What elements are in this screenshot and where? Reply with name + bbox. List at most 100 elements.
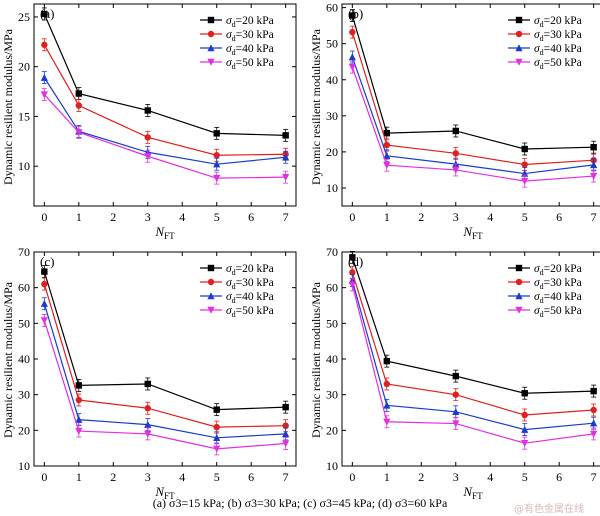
data-point [41,41,48,48]
data-point [144,153,152,161]
data-point [452,372,459,380]
y-tick-label: 30 [326,109,338,123]
x-tick-label: 3 [145,470,151,484]
legend-label: σd=50 kPa [226,57,274,71]
y-tick-label: 20 [326,145,338,159]
legend-entry: σd=40 kPa [200,291,274,305]
legend-label: σd=40 kPa [534,291,582,305]
data-point [521,439,529,447]
legend-entry: σd=40 kPa [508,43,582,57]
data-point [452,420,460,428]
x-axis-label: NFT [462,484,483,501]
x-tick-label: 7 [591,210,597,224]
y-tick-label: 60 [326,1,338,15]
series-4 [348,278,598,450]
data-point [144,107,151,114]
legend-label: σd=20 kPa [226,15,274,29]
data-point [590,144,597,151]
legend-label: σd=30 kPa [226,277,274,291]
legend-entry: σd=20 kPa [200,263,274,277]
figure-caption: (a) σ3=15 kPa; (b) σ3=30 kPa; (c) σ3=45 … [152,496,448,510]
panel-label: (c) [40,254,54,269]
plot-frame [33,3,297,207]
data-point [349,269,356,276]
data-point [590,387,597,395]
series-1 [41,265,289,417]
y-tick-label: 40 [326,73,338,87]
y-axis-label: Dynamic resilient modulus/MPa [309,28,323,185]
data-point [521,145,528,153]
legend-label: σd=40 kPa [226,291,274,305]
x-tick-label: 6 [248,210,254,224]
legend-label: σd=30 kPa [534,277,582,291]
data-point [75,129,83,137]
x-tick-label: 2 [110,470,116,484]
x-axis-label: NFT [154,484,175,501]
legend-entry: σd=30 kPa [508,277,582,291]
legend-marker [515,30,523,38]
legend-marker [207,292,215,300]
data-point [75,90,83,97]
data-point [75,382,83,389]
y-tick-label: 70 [326,245,338,259]
data-point [282,422,289,429]
x-tick-label: 2 [418,210,424,224]
y-tick-label: 20 [18,60,30,74]
series-1 [349,250,597,400]
x-tick-label: 5 [214,210,220,224]
x-tick-label: 2 [418,470,424,484]
data-point [452,150,459,157]
y-tick-label: 70 [18,245,30,259]
data-point [349,12,356,19]
data-point [75,427,83,435]
y-axis-label: Dynamic resilient modulus/MPa [1,28,15,185]
x-tick-label: 5 [522,210,528,224]
data-point [40,73,48,81]
panel-c: 0 1 2 3 4 5 6 7 10 20 30 40 50 60 70 Dynamic resilient … [1,245,297,501]
x-tick-label: 3 [453,470,459,484]
series-line [43,303,286,439]
x-tick-label: 6 [248,470,254,484]
x-tick-label: 4 [179,210,185,224]
x-axis-label: NFT [462,224,483,241]
data-point [41,10,48,18]
data-point [144,405,151,412]
legend-entry: σd=40 kPa [508,291,582,305]
data-point [521,411,528,419]
data-point [282,403,289,411]
data-point [452,166,460,174]
legend-entry: σd=20 kPa [508,15,582,29]
series-3 [40,71,290,171]
series-3 [40,297,290,445]
data-point [40,91,48,99]
data-point [521,177,529,185]
data-point [452,391,459,398]
x-tick-label: 7 [283,210,289,224]
data-point [282,173,290,181]
data-point [213,152,220,159]
legend-marker [207,16,215,24]
y-tick-label: 60 [326,281,338,295]
legend-marker [207,44,215,52]
x-tick-label: 1 [384,210,390,224]
legend-marker [515,16,523,24]
y-tick-label: 50 [326,37,338,51]
data-point [348,53,356,61]
y-tick-label: 20 [18,423,30,437]
series-2 [349,25,597,171]
series-3 [348,50,598,180]
legend-marker [515,58,523,66]
data-point [282,440,290,448]
data-point [75,415,83,423]
x-tick-label: 0 [349,470,355,484]
x-tick-label: 0 [349,210,355,224]
y-tick-label: 40 [326,352,338,366]
data-point [282,430,290,438]
series-4 [40,88,290,185]
y-tick-label: 10 [18,459,30,473]
data-point [213,434,221,442]
data-point [590,406,597,414]
data-point [75,102,83,109]
legend-marker [207,264,215,272]
